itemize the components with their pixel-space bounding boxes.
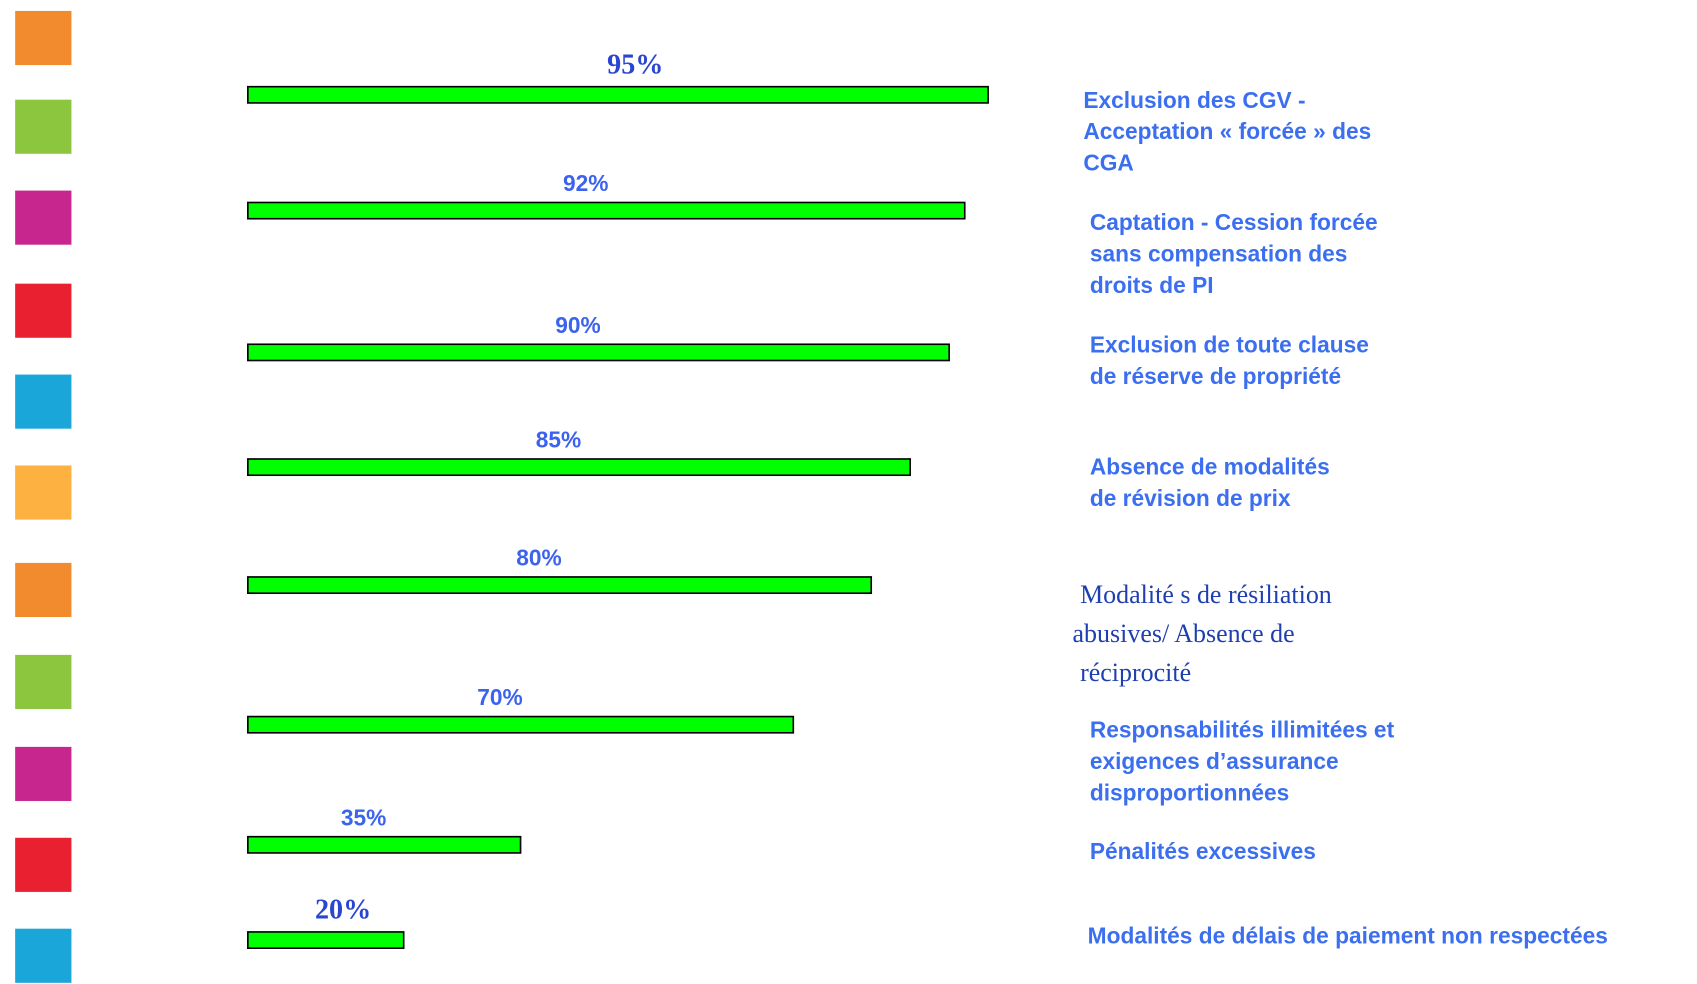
value-label: 70% <box>477 684 522 710</box>
category-label: Modalités de délais de paiement non resp… <box>1088 922 1608 948</box>
category-label: sans compensation des <box>1090 240 1348 266</box>
category-label: abusives/ Absence de <box>1073 619 1295 648</box>
category-label: de révision de prix <box>1090 485 1291 511</box>
category-label: de réserve de propriété <box>1090 363 1341 389</box>
category-label: exigences d’assurance <box>1090 748 1339 774</box>
value-label: 35% <box>341 804 386 830</box>
value-label: 80% <box>516 545 561 571</box>
category-label: Modalité s de résiliation <box>1080 580 1332 609</box>
bar <box>247 715 795 734</box>
category-label: Pénalités excessives <box>1090 838 1316 864</box>
category-label: Captation - Cession forcée <box>1090 209 1378 235</box>
value-label: 90% <box>555 312 600 338</box>
category-label: CGA <box>1083 150 1134 176</box>
value-label: 20% <box>315 895 371 926</box>
category-label: Acceptation « forcée » des <box>1083 118 1371 144</box>
category-label: réciprocité <box>1080 658 1191 687</box>
decorative-squares <box>15 10 72 983</box>
category-label: disproportionnées <box>1090 779 1289 805</box>
bar <box>247 931 405 949</box>
bar <box>247 458 912 477</box>
bar <box>247 835 522 854</box>
value-label: 95% <box>607 49 663 80</box>
category-label: Exclusion de toute clause <box>1090 331 1369 357</box>
bar <box>247 343 950 362</box>
bar <box>247 201 966 220</box>
category-label: droits de PI <box>1090 272 1214 298</box>
category-label: Responsabilités illimitées et <box>1090 717 1395 743</box>
bar <box>247 85 989 104</box>
value-label: 85% <box>536 427 581 453</box>
bar <box>247 576 873 595</box>
category-label: Exclusion des CGV - <box>1083 87 1305 113</box>
category-label: Absence de modalités <box>1090 454 1330 480</box>
value-label: 92% <box>563 170 608 196</box>
